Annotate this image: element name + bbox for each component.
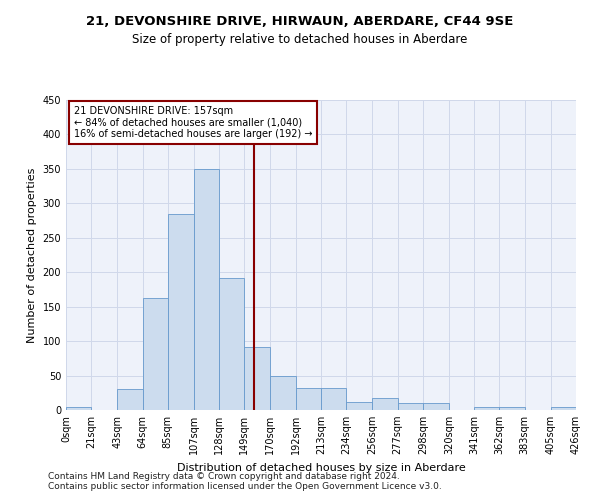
Bar bbox=[551, 406, 576, 410]
Y-axis label: Number of detached properties: Number of detached properties bbox=[27, 168, 37, 342]
Bar bbox=[398, 403, 423, 410]
Bar bbox=[321, 388, 346, 410]
Text: Contains public sector information licensed under the Open Government Licence v3: Contains public sector information licen… bbox=[48, 482, 442, 491]
Text: Contains HM Land Registry data © Crown copyright and database right 2024.: Contains HM Land Registry data © Crown c… bbox=[48, 472, 400, 481]
Text: 21 DEVONSHIRE DRIVE: 157sqm
← 84% of detached houses are smaller (1,040)
16% of : 21 DEVONSHIRE DRIVE: 157sqm ← 84% of det… bbox=[74, 106, 312, 140]
Bar bbox=[66, 407, 91, 410]
Bar bbox=[474, 406, 499, 410]
Text: Size of property relative to detached houses in Aberdare: Size of property relative to detached ho… bbox=[133, 32, 467, 46]
Bar bbox=[219, 278, 244, 410]
Bar bbox=[168, 214, 194, 410]
Bar bbox=[244, 348, 269, 410]
Bar bbox=[269, 376, 296, 410]
Bar bbox=[346, 402, 373, 410]
X-axis label: Distribution of detached houses by size in Aberdare: Distribution of detached houses by size … bbox=[176, 462, 466, 472]
Bar bbox=[143, 298, 168, 410]
Bar bbox=[373, 398, 398, 410]
Bar bbox=[194, 169, 219, 410]
Bar bbox=[118, 390, 143, 410]
Bar bbox=[423, 403, 449, 410]
Text: 21, DEVONSHIRE DRIVE, HIRWAUN, ABERDARE, CF44 9SE: 21, DEVONSHIRE DRIVE, HIRWAUN, ABERDARE,… bbox=[86, 15, 514, 28]
Bar bbox=[296, 388, 321, 410]
Bar bbox=[499, 406, 524, 410]
